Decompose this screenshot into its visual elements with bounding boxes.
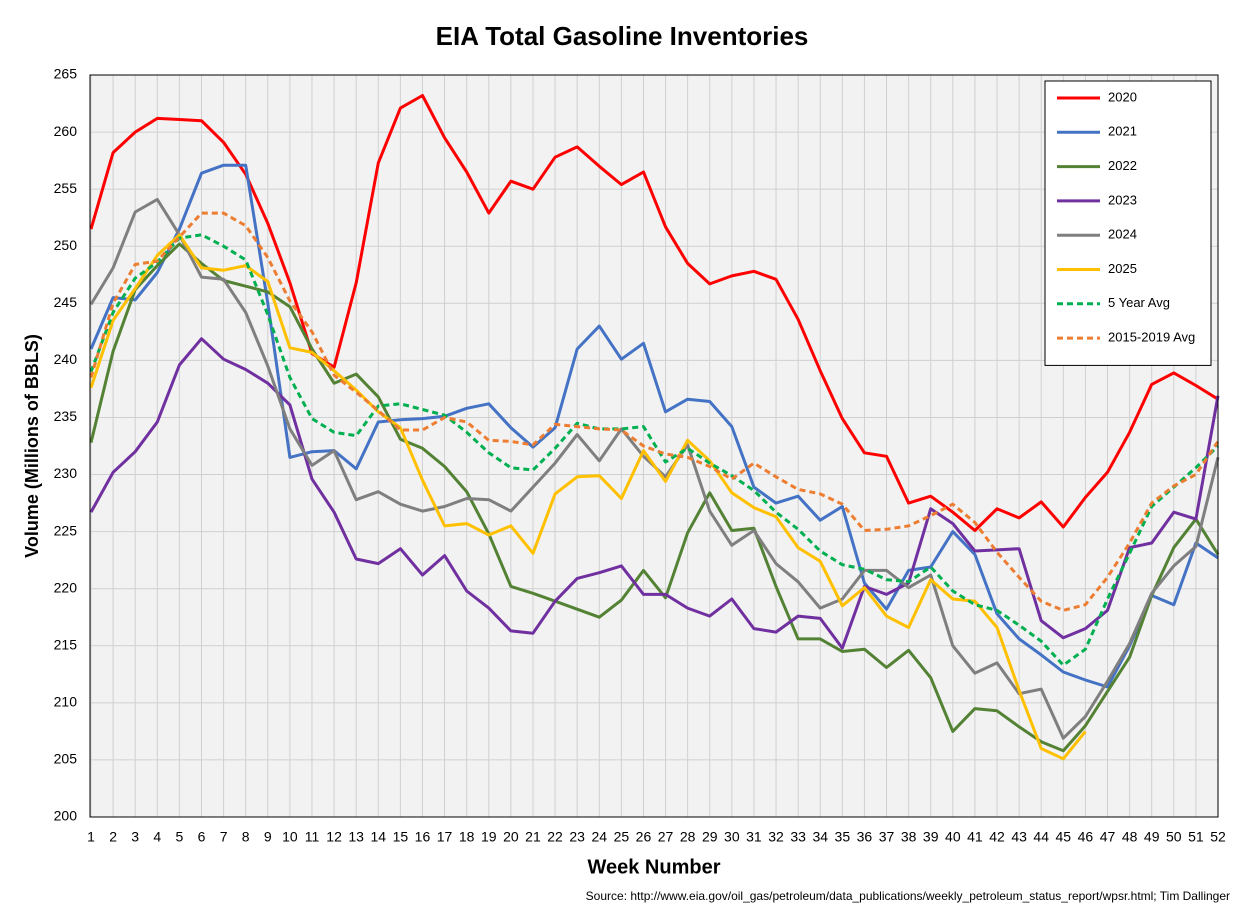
grid xyxy=(90,74,1219,818)
y-tick-label: 205 xyxy=(54,751,78,767)
x-tick-label: 47 xyxy=(1100,829,1116,845)
x-tick-label: 43 xyxy=(1011,829,1027,845)
y-tick-label: 255 xyxy=(54,180,78,196)
x-tick-label: 8 xyxy=(242,829,250,845)
legend: 2020 2021 2022 2023 2024 2025 5 Year Avg 2015-2… xyxy=(1044,80,1212,366)
x-tick-label: 52 xyxy=(1210,829,1226,845)
x-tick-label: 19 xyxy=(481,829,497,845)
plot-frame xyxy=(89,74,1219,818)
x-tick-label: 7 xyxy=(220,829,228,845)
x-tick-label: 42 xyxy=(989,829,1005,845)
series-line xyxy=(89,233,1087,761)
x-tick-label: 32 xyxy=(768,829,784,845)
x-tick-label: 4 xyxy=(153,829,161,845)
series-line xyxy=(89,94,1219,532)
x-tick-label: 44 xyxy=(1033,829,1049,845)
x-tick-label: 40 xyxy=(945,829,961,845)
x-tick-label: 14 xyxy=(370,829,386,845)
y-tick-label: 245 xyxy=(54,294,78,310)
x-tick-label: 9 xyxy=(264,829,272,845)
x-tick-label: 50 xyxy=(1166,829,1182,845)
series-line xyxy=(89,211,1220,612)
y-tick-label: 220 xyxy=(54,579,78,595)
x-tick-label: 15 xyxy=(393,829,409,845)
y-tick-label: 215 xyxy=(54,636,78,652)
series-line xyxy=(89,242,1220,753)
legend-label: 5 Year Avg xyxy=(1108,295,1170,310)
y-tick-label: 250 xyxy=(54,237,78,253)
x-tick-label: 3 xyxy=(131,829,139,845)
x-tick-label: 10 xyxy=(282,829,298,845)
x-tick-label: 24 xyxy=(591,829,607,845)
x-tick-label: 25 xyxy=(614,829,630,845)
y-tick-label: 230 xyxy=(54,465,78,481)
y-tick-label: 240 xyxy=(54,351,78,367)
y-tick-label: 235 xyxy=(54,408,78,424)
legend-box xyxy=(1044,80,1212,366)
source-note: Source: http://www.eia.gov/oil_gas/petro… xyxy=(586,889,1230,903)
x-tick-label: 20 xyxy=(503,829,519,845)
x-tick-label: 46 xyxy=(1078,829,1094,845)
x-tick-label: 41 xyxy=(967,829,983,845)
x-tick-label: 26 xyxy=(636,829,652,845)
legend-label: 2024 xyxy=(1108,227,1137,242)
x-tick-label: 27 xyxy=(658,829,674,845)
y-tick-label: 265 xyxy=(54,66,78,82)
legend-label: 2023 xyxy=(1108,192,1137,207)
x-tick-label: 48 xyxy=(1122,829,1138,845)
x-tick-label: 5 xyxy=(175,829,183,845)
x-tick-label: 33 xyxy=(790,829,806,845)
y-tick-label: 210 xyxy=(54,694,78,710)
x-tick-label: 28 xyxy=(680,829,696,845)
y-tick-label: 200 xyxy=(54,808,78,824)
x-tick-label: 38 xyxy=(901,829,917,845)
x-tick-label: 36 xyxy=(857,829,873,845)
x-tick-label: 22 xyxy=(547,829,563,845)
x-tick-label: 2 xyxy=(109,829,117,845)
legend-label: 2025 xyxy=(1108,261,1137,276)
x-tick-label: 17 xyxy=(437,829,453,845)
x-tick-label: 49 xyxy=(1144,829,1160,845)
chart-title: EIA Total Gasoline Inventories xyxy=(436,21,809,51)
x-tick-label: 18 xyxy=(459,829,475,845)
y-tick-label: 225 xyxy=(54,522,78,538)
x-tick-label: 12 xyxy=(326,829,342,845)
x-tick-label: 21 xyxy=(525,829,541,845)
x-tick-label: 16 xyxy=(415,829,431,845)
lines xyxy=(89,94,1220,761)
x-tick-label: 1 xyxy=(87,829,95,845)
x-tick-label: 23 xyxy=(569,829,585,845)
x-tick-label: 51 xyxy=(1188,829,1204,845)
x-tick-label: 13 xyxy=(348,829,364,845)
x-tick-label: 6 xyxy=(198,829,206,845)
x-tick-label: 31 xyxy=(746,829,762,845)
legend-label: 2015-2019 Avg xyxy=(1108,330,1195,345)
series-line xyxy=(89,233,1220,667)
x-axis-label: Week Number xyxy=(587,856,720,878)
legend-label: 2020 xyxy=(1108,89,1137,104)
x-tick-label: 30 xyxy=(724,829,740,845)
x-tick-label: 45 xyxy=(1056,829,1072,845)
legend-label: 2021 xyxy=(1108,124,1137,139)
series-line xyxy=(89,163,1219,689)
y-axis-label: Volume (Millions of BBLS) xyxy=(22,334,42,558)
x-tick-label: 11 xyxy=(305,829,320,845)
x-tick-label: 35 xyxy=(835,829,851,845)
x-tick-label: 39 xyxy=(923,829,939,845)
x-tick-label: 29 xyxy=(702,829,718,845)
y-tick-label: 260 xyxy=(54,123,78,139)
x-tick-label: 37 xyxy=(879,829,895,845)
x-tick-label: 34 xyxy=(812,829,828,845)
legend-label: 2022 xyxy=(1108,158,1137,173)
